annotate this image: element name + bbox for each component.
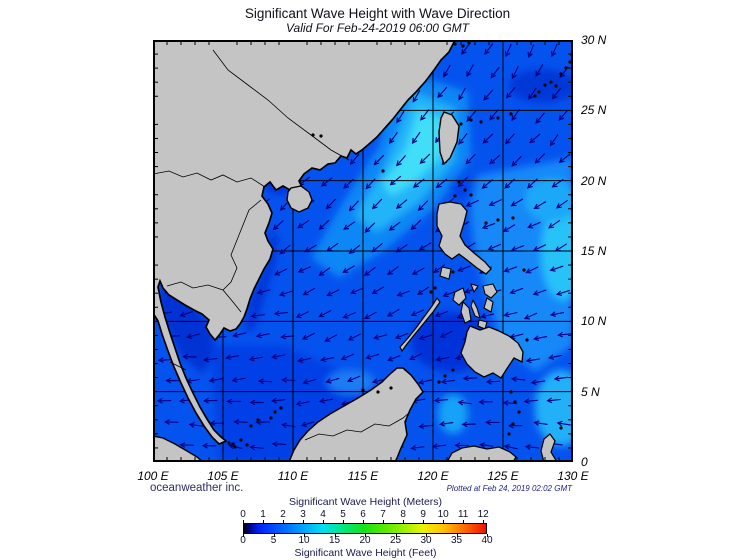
colorbar-tick-mark (426, 534, 427, 537)
colorbar-meter-tick: 1 (260, 509, 266, 520)
lat-label: 15 N (581, 243, 607, 258)
lat-label: 5 N (581, 384, 600, 399)
lon-label: 105 E (207, 469, 239, 483)
colorbar-tick-mark (303, 520, 305, 523)
colorbar-tick-mark (363, 520, 365, 523)
colorbar-tick-mark (483, 520, 485, 523)
colorbar-meter-tick: 5 (340, 509, 346, 520)
lon-label: 110 E (277, 469, 309, 483)
colorbar-tick-mark (334, 534, 336, 537)
colorbar-tick-mark (304, 534, 305, 537)
colorbar-meter-tick: 8 (400, 509, 406, 520)
lat-label: 0 (581, 454, 588, 469)
colorbar-title-meters: Significant Wave Height (Meters) (288, 496, 443, 508)
colorbar-tick-mark (243, 520, 244, 523)
lat-label: 25 N (581, 103, 607, 118)
lat-label: 20 N (581, 173, 607, 188)
colorbar-feet-tick: 30 (420, 535, 432, 546)
credit-text: oceanweather inc. (150, 482, 244, 494)
colorbar-meter-tick: 6 (360, 509, 366, 520)
colorbar-tick-mark (487, 534, 488, 537)
colorbar-feet-tick: 0 (240, 535, 246, 546)
colorbar-tick-mark (365, 534, 366, 537)
colorbar-meter-tick: 10 (437, 509, 449, 520)
colorbar-tick-mark (456, 534, 458, 537)
colorbar-tick-mark (323, 520, 325, 523)
colorbar-tick-mark (243, 534, 244, 537)
wave-direction-arrows (156, 41, 572, 451)
lon-label: 125 E (487, 469, 519, 483)
colorbar-title-feet: Significant Wave Height (Feet) (294, 547, 437, 559)
colorbar-feet-tick: 15 (328, 535, 341, 546)
colorbar-meter-tick: 12 (477, 509, 489, 520)
colorbar-meter-tick: 2 (280, 509, 286, 520)
colorbar-feet-tick: 20 (359, 535, 371, 546)
lon-label: 115 E (347, 469, 379, 483)
colorbar-meter-tick: 4 (320, 509, 326, 520)
colorbar-tick-mark (343, 520, 345, 523)
colorbar-tick-mark (423, 520, 425, 523)
colorbar-meter-tick: 7 (380, 509, 386, 520)
wave-map (153, 40, 573, 462)
colorbar-meter-tick: 11 (457, 509, 469, 520)
colorbar-tick-mark (463, 520, 465, 523)
colorbar-tick-mark (273, 534, 275, 537)
lat-label: 10 N (581, 314, 607, 329)
colorbar-tick-mark (263, 520, 264, 523)
valid-time-subtitle: Valid For Feb-24-2019 06:00 GMT (286, 21, 469, 35)
colorbar-tick-mark (395, 534, 397, 537)
colorbar-feet-tick: 35 (450, 535, 463, 546)
plotted-timestamp: Plotted at Feb 24, 2019 02:02 GMT (446, 484, 572, 493)
colorbar-feet-tick: 25 (389, 535, 402, 546)
colorbar-meter-tick: 9 (420, 509, 426, 520)
colorbar-feet-tick: 5 (270, 535, 277, 546)
page-title: Significant Wave Height with Wave Direct… (244, 6, 511, 21)
lat-label: 30 N (581, 33, 607, 47)
colorbar-meter-tick: 0 (240, 509, 246, 520)
colorbar-feet-tick: 10 (298, 535, 310, 546)
colorbar-tick-mark (443, 520, 445, 523)
lon-label: 130 E (557, 469, 589, 483)
colorbar-meter-tick: 3 (300, 509, 306, 520)
colorbar-tick-mark (383, 520, 385, 523)
colorbar-tick-mark (283, 520, 285, 523)
colorbar-gradient (243, 523, 487, 534)
lon-label: 100 E (137, 469, 169, 483)
lon-label: 120 E (417, 469, 449, 483)
colorbar-feet-tick: 40 (481, 535, 493, 546)
colorbar-tick-mark (403, 520, 405, 523)
